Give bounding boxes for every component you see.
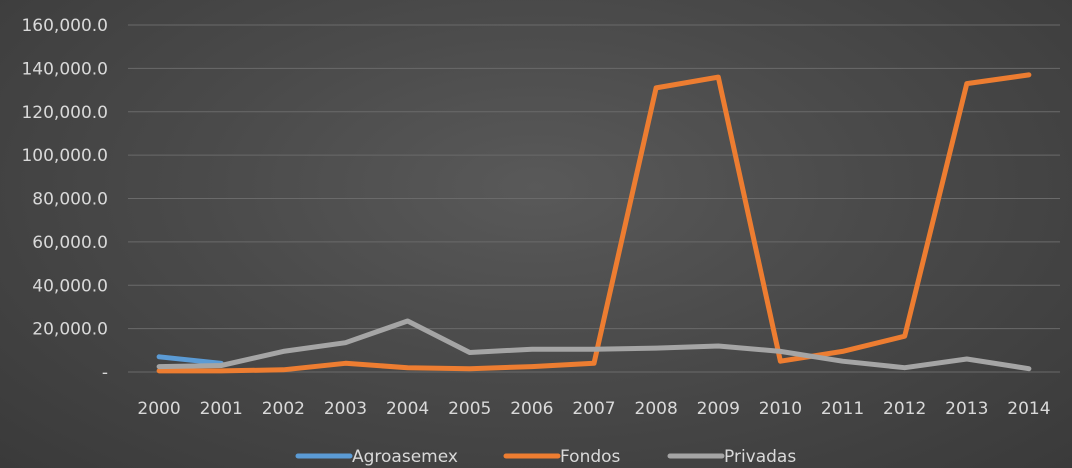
legend-label: Privadas xyxy=(724,447,796,467)
x-tick-label: 2012 xyxy=(883,399,926,419)
legend: Agroasemex Fondos Privadas xyxy=(295,447,796,467)
y-tick-label: 160,000.0 xyxy=(21,16,108,36)
gridlines xyxy=(128,24,1060,373)
x-tick-label: 2008 xyxy=(635,399,678,419)
y-tick-label: 40,000.0 xyxy=(32,276,108,296)
x-tick-label: 2005 xyxy=(448,399,491,419)
x-tick-label: 2011 xyxy=(821,399,864,419)
series-privadas xyxy=(156,318,1032,372)
y-tick-label: 20,000.0 xyxy=(32,320,108,340)
y-tick-label: 140,000.0 xyxy=(21,59,108,79)
x-tick-label: 2009 xyxy=(697,399,740,419)
series-lines xyxy=(156,72,1032,374)
legend-label: Fondos xyxy=(560,447,621,467)
x-tick-label: 2000 xyxy=(137,399,180,419)
x-tick-label: 2014 xyxy=(1007,399,1050,419)
legend-label: Agroasemex xyxy=(352,447,458,467)
y-tick-label: - xyxy=(102,363,108,383)
x-tick-label: 2010 xyxy=(759,399,802,419)
legend-item-fondos: Fondos xyxy=(503,447,621,467)
series-fondos xyxy=(156,72,1032,374)
y-axis-tick-labels: - 20,000.0 40,000.0 60,000.0 80,000.0 100,000… xyxy=(21,16,108,383)
x-tick-label: 2006 xyxy=(510,399,553,419)
legend-item-privadas: Privadas xyxy=(667,447,796,467)
x-tick-label: 2007 xyxy=(572,399,615,419)
legend-item-agroasemex: Agroasemex xyxy=(295,447,458,467)
x-tick-label: 2001 xyxy=(200,399,243,419)
y-tick-label: 60,000.0 xyxy=(32,233,108,253)
x-tick-label: 2004 xyxy=(386,399,429,419)
series-agroasemex xyxy=(156,354,224,366)
y-tick-label: 80,000.0 xyxy=(32,190,108,210)
x-tick-label: 2002 xyxy=(262,399,305,419)
x-axis-tick-labels: 2000 2001 2002 2003 2004 2005 2006 2007 2008 2009… xyxy=(137,399,1050,419)
series-line xyxy=(156,72,1032,374)
y-tick-label: 100,000.0 xyxy=(21,146,108,166)
x-tick-label: 2003 xyxy=(324,399,367,419)
series-line xyxy=(156,354,224,366)
y-tick-label: 120,000.0 xyxy=(21,103,108,123)
x-tick-label: 2013 xyxy=(945,399,988,419)
